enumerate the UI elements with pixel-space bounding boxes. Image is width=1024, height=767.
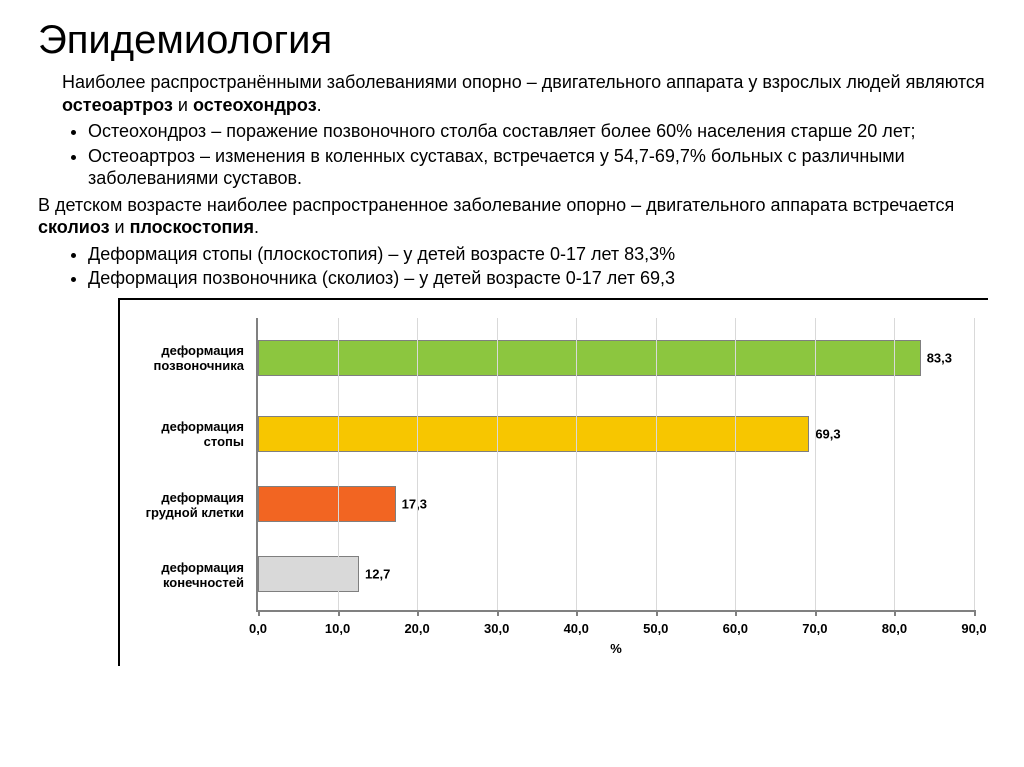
grid-line <box>656 318 657 610</box>
x-tick <box>656 610 658 616</box>
x-tick-label: 40,0 <box>564 621 589 636</box>
x-tick-label: 70,0 <box>802 621 827 636</box>
p1-a: Наиболее распространёнными заболеваниями… <box>62 72 985 92</box>
grid-line <box>576 318 577 610</box>
p2-b: . <box>254 217 259 237</box>
p1-bold-1: остеоартроз <box>62 95 173 115</box>
x-tick-label: 80,0 <box>882 621 907 636</box>
x-tick <box>815 610 817 616</box>
p1-mid: и <box>173 95 193 115</box>
bar-chart: деформация позвоночника деформация стопы д… <box>118 298 988 666</box>
x-tick <box>417 610 419 616</box>
p2-bold-1: сколиоз <box>38 217 110 237</box>
x-tick <box>735 610 737 616</box>
y-axis-label: деформация конечностей <box>120 561 244 591</box>
x-tick-label: 10,0 <box>325 621 350 636</box>
y-axis-label: деформация стопы <box>120 420 244 450</box>
p1-bold-2: остеохондроз <box>193 95 317 115</box>
bullet-3: Деформация стопы (плоскостопия) – у дете… <box>88 243 986 266</box>
x-tick <box>974 610 976 616</box>
p1-b: . <box>317 95 322 115</box>
bar-row: 12,7 <box>258 556 359 592</box>
x-axis-title: % <box>610 641 622 656</box>
paragraph-2: В детском возрасте наиболее распростране… <box>38 194 986 239</box>
p2-mid: и <box>110 217 130 237</box>
x-tick <box>338 610 340 616</box>
grid-line <box>894 318 895 610</box>
x-tick <box>894 610 896 616</box>
bar-row: 83,3 <box>258 340 921 376</box>
x-tick <box>576 610 578 616</box>
grid-line <box>417 318 418 610</box>
bullet-2: Остеоартроз – изменения в коленных суста… <box>88 145 986 190</box>
x-tick-label: 30,0 <box>484 621 509 636</box>
y-axis-labels: деформация позвоночника деформация стопы д… <box>120 318 250 612</box>
y-axis-label: деформация грудной клетки <box>120 491 244 521</box>
bar <box>258 556 359 592</box>
slide: Эпидемиология Наиболее распространёнными… <box>0 0 1024 676</box>
x-tick-label: 50,0 <box>643 621 668 636</box>
grid-line <box>735 318 736 610</box>
paragraph-1: Наиболее распространёнными заболеваниями… <box>38 71 986 116</box>
bar-value-label: 17,3 <box>396 497 427 512</box>
bar-row: 17,3 <box>258 486 396 522</box>
x-tick <box>497 610 499 616</box>
grid-line <box>974 318 975 610</box>
x-tick-label: 60,0 <box>723 621 748 636</box>
x-tick-label: 0,0 <box>249 621 267 636</box>
bullet-4: Деформация позвоночника (сколиоз) – у де… <box>88 267 986 290</box>
bullet-list-1: Остеохондроз – поражение позвоночного ст… <box>38 120 986 190</box>
x-tick-label: 20,0 <box>404 621 429 636</box>
x-tick <box>258 610 260 616</box>
plot-area: 83,369,317,312,7 % 0,010,020,030,040,050… <box>256 318 974 612</box>
bar <box>258 416 809 452</box>
bar <box>258 486 396 522</box>
y-axis-label: деформация позвоночника <box>120 344 244 374</box>
bar <box>258 340 921 376</box>
grid-line <box>815 318 816 610</box>
bullet-list-2: Деформация стопы (плоскостопия) – у дете… <box>38 243 986 290</box>
bar-value-label: 83,3 <box>921 351 952 366</box>
x-tick-label: 90,0 <box>961 621 986 636</box>
page-title: Эпидемиология <box>38 18 986 63</box>
grid-line <box>338 318 339 610</box>
bullet-1: Остеохондроз – поражение позвоночного ст… <box>88 120 986 143</box>
grid-line <box>497 318 498 610</box>
bar-value-label: 12,7 <box>359 567 390 582</box>
bar-row: 69,3 <box>258 416 809 452</box>
p2-bold-2: плоскостопия <box>130 217 254 237</box>
p2-a: В детском возрасте наиболее распростране… <box>38 195 954 215</box>
bars-layer: 83,3 69,3 17,3 12,7 <box>258 318 974 610</box>
